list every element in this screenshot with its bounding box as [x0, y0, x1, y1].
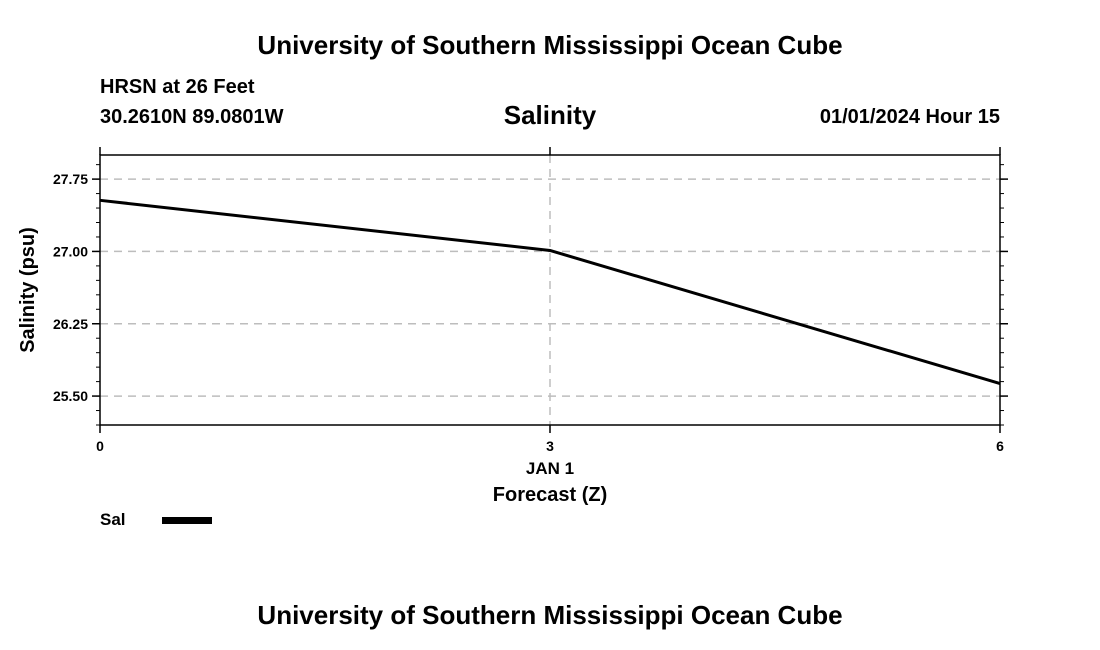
header-title: University of Southern Mississippi Ocean… [257, 30, 843, 60]
x-tick-label: 0 [96, 438, 104, 454]
labels-layer: 25.50 26.25 27.00 27.75 0 3 6 JAN 1 Forecast (Z)… [17, 171, 1004, 506]
ticks-layer [92, 147, 1008, 433]
y-axis-label: Salinity (psu) [17, 227, 39, 353]
y-tick-label: 26.25 [53, 316, 88, 332]
chart-title: Salinity [503, 100, 597, 130]
legend-label-sal: Sal [100, 510, 126, 529]
y-tick-label: 27.75 [53, 171, 88, 187]
x-tick-label: 6 [996, 438, 1004, 454]
legend-swatch-sal [162, 517, 212, 524]
footer-title: University of Southern Mississippi Ocean… [257, 600, 843, 630]
x-axis-label: Forecast (Z) [493, 484, 607, 506]
series-layer [99, 198, 1001, 385]
x-date-label: JAN 1 [526, 459, 574, 478]
y-tick-label: 25.50 [53, 388, 88, 404]
x-tick-label: 3 [546, 438, 554, 454]
forecast-timestamp: 01/01/2024 Hour 15 [819, 106, 1000, 128]
grid-layer [100, 155, 1000, 425]
station-label: HRSN at 26 Feet [100, 76, 255, 98]
station-coordinates: 30.2610N 89.0801W [100, 106, 284, 128]
y-tick-label: 27.00 [53, 243, 88, 259]
